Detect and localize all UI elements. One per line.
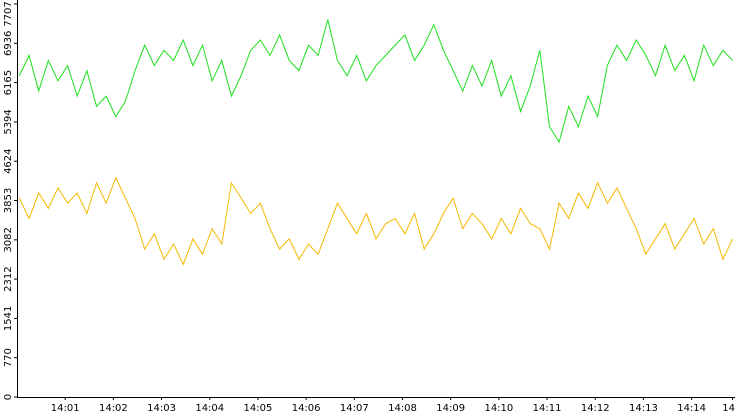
x-tick-label: 14:01 xyxy=(51,403,80,414)
y-tick-label: 4624 xyxy=(3,148,14,173)
x-tick-label: 14:14 xyxy=(677,403,706,414)
y-tick-label: 6165 xyxy=(3,70,14,95)
y-tick-label: 3853 xyxy=(3,188,14,213)
y-tick-label: 2312 xyxy=(3,266,14,291)
y-tick-label: 7707 xyxy=(3,1,14,26)
x-tick-label: 14:02 xyxy=(99,403,128,414)
series-line xyxy=(18,19,733,144)
y-tick-label: 3082 xyxy=(3,227,14,252)
x-tick-label: 14:10 xyxy=(484,403,513,414)
y-tick-label: 770 xyxy=(3,348,14,367)
x-tick-label: 14:06 xyxy=(292,403,321,414)
x-tick-label: 14:12 xyxy=(581,403,610,414)
x-tick-label: 14:05 xyxy=(244,403,273,414)
x-tick-label: 14:13 xyxy=(629,403,658,414)
y-tick-label: 1541 xyxy=(3,306,14,331)
x-tick-label: 14:03 xyxy=(147,403,176,414)
x-tick-label: 14:07 xyxy=(340,403,369,414)
y-tick-label: 0 xyxy=(3,394,14,400)
x-tick-label: 14:11 xyxy=(533,403,562,414)
x-tick-label: 14:09 xyxy=(436,403,465,414)
x-tick-label: 14:04 xyxy=(195,403,224,414)
x-tick-label: 14 xyxy=(722,403,735,414)
x-tick-label: 14:08 xyxy=(388,403,417,414)
series-line xyxy=(18,176,734,266)
y-tick-label: 5394 xyxy=(3,109,14,134)
y-tick-label: 6936 xyxy=(3,31,14,56)
